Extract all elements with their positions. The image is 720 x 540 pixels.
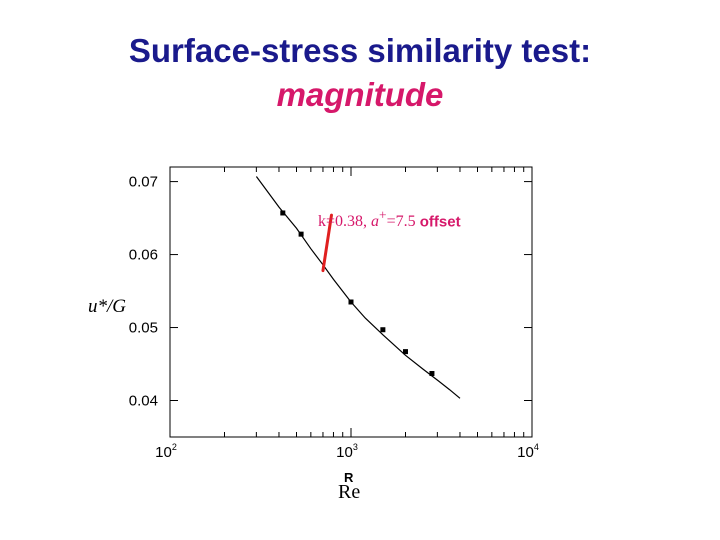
x-tick-base: 10 <box>517 444 534 461</box>
data-point <box>348 299 354 305</box>
offset-label: offset <box>415 213 461 231</box>
a-superscript: + <box>379 208 387 223</box>
slide-subtitle: magnitude <box>276 76 444 113</box>
data-points <box>280 210 435 377</box>
x-tick-base: 10 <box>336 444 353 461</box>
data-point <box>280 210 286 216</box>
y-tick-label: 0.07 <box>129 174 158 191</box>
x-tick-label: 103 <box>336 442 358 461</box>
x-axis-label: Re <box>338 481 361 503</box>
data-point <box>298 231 304 237</box>
slide-title: Surface-stress similarity test: <box>128 32 592 69</box>
y-axis-label: u*/G <box>88 296 126 317</box>
x-tick-label: 104 <box>517 442 539 461</box>
y-axis-ticks: 0.04 0.05 0.06 0.07 <box>129 174 532 410</box>
fit-parameters-annotation: k=0.38, a+=7.5 offset <box>318 208 461 231</box>
a-symbol: a <box>371 213 380 231</box>
y-tick-label: 0.05 <box>129 320 158 337</box>
data-point <box>429 371 435 377</box>
y-tick-label: 0.04 <box>129 393 158 410</box>
x-tick-exponent: 3 <box>353 442 358 452</box>
x-tick-exponent: 4 <box>534 442 539 452</box>
data-point <box>380 327 386 333</box>
x-axis-ticks: 102 103 104 <box>155 167 539 461</box>
x-tick-base: 10 <box>155 444 172 461</box>
data-point <box>402 349 408 355</box>
y-tick-label: 0.06 <box>129 247 158 264</box>
a-value: =7.5 <box>386 213 416 231</box>
annotation-pointer <box>321 213 333 273</box>
x-axis-label-top: R <box>344 470 354 485</box>
x-tick-exponent: 2 <box>172 442 177 452</box>
x-tick-label: 102 <box>155 442 177 461</box>
kappa-value: k=0.38, <box>318 213 372 231</box>
